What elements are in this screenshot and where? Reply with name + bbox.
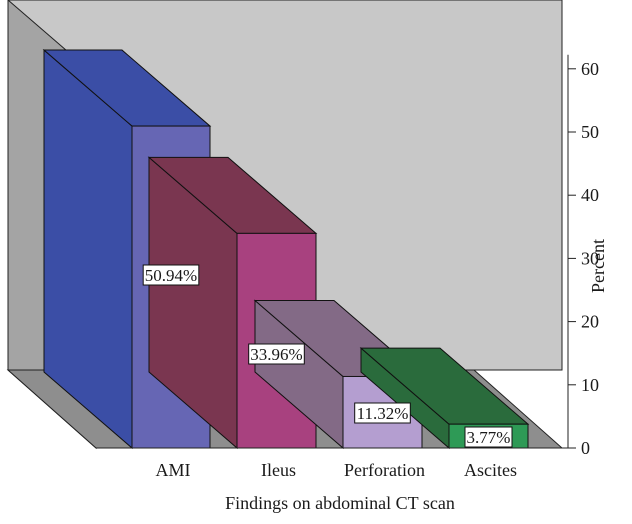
data-label-box xyxy=(464,426,513,448)
data-label-box xyxy=(248,343,305,365)
y-tick-label: 0 xyxy=(581,438,590,458)
x-tick-label: Perforation xyxy=(344,460,425,480)
data-label: 50.94% xyxy=(142,264,200,286)
data-label-text: 50.94% xyxy=(145,266,197,285)
data-label-text: 3.77% xyxy=(467,428,511,447)
data-label-text: 33.96% xyxy=(250,345,302,364)
data-label: 11.32% xyxy=(354,402,411,424)
data-label: 3.77% xyxy=(464,426,513,448)
x-tick-label: AMI xyxy=(156,460,191,480)
y-tick-label: 60 xyxy=(581,59,599,79)
y-tick-label: 20 xyxy=(581,312,599,332)
data-label-box xyxy=(354,402,411,424)
x-tick-label: Ileus xyxy=(261,460,296,480)
y-tick-label: 10 xyxy=(581,375,599,395)
data-label: 33.96% xyxy=(248,343,305,365)
y-tick-label: 30 xyxy=(581,248,599,268)
x-axis-title: Findings on abdominal CT scan xyxy=(225,493,455,513)
data-label-text: 11.32% xyxy=(357,404,409,423)
y-axis-title: Percent xyxy=(588,239,608,293)
x-tick-label: Ascites xyxy=(464,460,517,480)
data-label-box xyxy=(142,264,200,286)
y-tick-label: 50 xyxy=(581,122,599,142)
y-tick-label: 40 xyxy=(581,185,599,205)
